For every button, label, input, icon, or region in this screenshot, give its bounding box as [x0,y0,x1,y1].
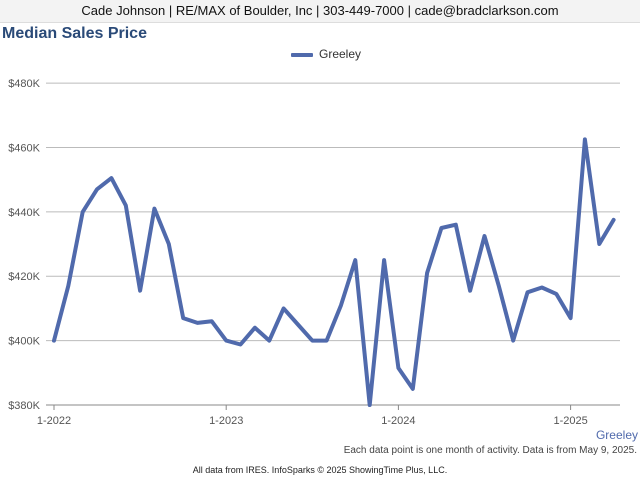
data-point [469,290,471,292]
data-point [541,287,543,289]
data-point [570,317,572,319]
data-point [340,304,342,306]
series-group [52,137,616,407]
data-point [254,327,256,329]
legend: Greeley [291,46,361,62]
data-point [369,404,371,406]
chart-title: Median Sales Price [2,25,147,42]
x-tick-label: 1-2025 [553,415,587,427]
data-point [182,317,184,319]
y-tick-label: $480K [8,78,40,90]
data-point [613,219,615,221]
data-point [326,340,328,342]
contact-header: Cade Johnson | RE/MAX of Boulder, Inc | … [0,0,640,23]
data-point [225,340,227,342]
data-point [82,211,84,213]
data-point [153,208,155,210]
y-tick-label: $380K [8,400,40,412]
data-point [426,272,428,274]
data-point [139,290,141,292]
data-point [297,324,299,326]
legend-label: Greeley [319,47,362,61]
y-ticks: $380K $400K $420K $440K $460K $480K [8,78,40,412]
y-tick-label: $400K [8,336,40,348]
data-point [455,224,457,226]
data-note: Each data point is one month of activity… [343,445,637,456]
data-point [211,320,213,322]
y-tick-label: $460K [8,142,40,154]
footer-credit: All data from IRES. InfoSparks © 2025 Sh… [192,465,448,475]
data-point [383,259,385,261]
data-point [67,285,69,287]
data-point [110,177,112,179]
data-point [512,340,514,342]
data-point [354,259,356,261]
data-point [268,340,270,342]
data-point [598,243,600,245]
data-point [584,138,586,140]
data-point [96,188,98,190]
data-point [440,227,442,229]
data-point [53,340,55,342]
data-point [555,293,557,295]
data-point [484,235,485,237]
data-point [498,285,500,287]
series-line-greeley [52,137,616,407]
y-tick-label: $420K [8,271,40,283]
legend-swatch [291,52,313,57]
x-tick-label: 1-2023 [209,415,243,427]
x-tick-label: 1-2022 [37,415,71,427]
data-point [168,243,170,245]
grid-lines [46,82,620,406]
data-point [412,388,414,390]
data-point [397,367,399,369]
data-point [311,340,313,342]
series-label-right: Greeley [595,428,638,442]
x-tick-label: 1-2024 [381,415,415,427]
data-point [240,343,242,345]
data-point [125,204,127,206]
data-point [527,291,529,293]
y-tick-label: $440K [8,207,40,219]
x-ticks: 1-2022 1-2023 1-2024 1-2025 [37,405,588,427]
data-point [283,307,285,309]
data-point [197,322,198,324]
